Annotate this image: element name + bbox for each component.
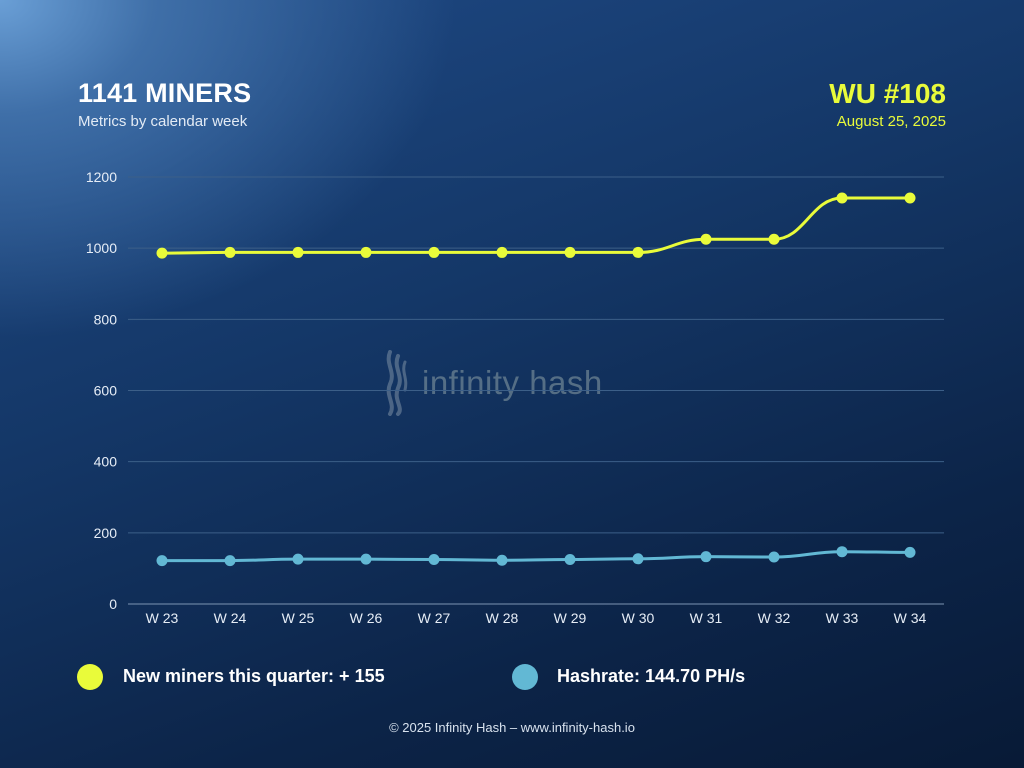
data-point-hashrate (632, 553, 644, 565)
legend-hashrate-dot (512, 664, 538, 690)
data-point-hashrate (428, 554, 440, 566)
x-tick-label: W 28 (486, 610, 519, 626)
data-point-miners (632, 246, 644, 258)
y-tick-label: 0 (109, 596, 117, 612)
data-point-hashrate (904, 546, 916, 558)
x-tick-label: W 32 (758, 610, 791, 626)
data-point-miners (700, 233, 712, 245)
data-point-miners (156, 247, 168, 259)
data-point-hashrate (496, 554, 508, 566)
x-tick-label: W 26 (350, 610, 383, 626)
x-tick-label: W 25 (282, 610, 315, 626)
watermark: infinity hash (384, 350, 603, 416)
legend-miners-label: New miners this quarter: + 155 (123, 666, 385, 686)
x-tick-label: W 33 (826, 610, 859, 626)
x-tick-label: W 29 (554, 610, 587, 626)
data-point-miners (360, 246, 372, 258)
series-line-hashrate (162, 550, 911, 563)
data-point-miners (496, 246, 508, 258)
data-point-hashrate (768, 551, 780, 563)
data-point-miners (428, 246, 440, 258)
data-point-miners (768, 233, 780, 245)
data-point-hashrate (292, 553, 304, 565)
data-point-miners (224, 246, 236, 258)
data-point-hashrate (836, 546, 848, 558)
x-tick-label: W 24 (214, 610, 247, 626)
data-point-hashrate (156, 555, 168, 567)
report-date: August 25, 2025 (836, 113, 946, 130)
chart-subtitle: Metrics by calendar week (78, 113, 248, 130)
y-tick-label: 1000 (86, 240, 117, 256)
infinity-hash-logo-icon (386, 350, 408, 416)
x-tick-label: W 31 (690, 610, 723, 626)
series-line-miners (161, 196, 910, 255)
y-tick-label: 400 (94, 454, 118, 470)
data-point-hashrate (564, 554, 576, 566)
y-tick-label: 1200 (86, 169, 117, 185)
data-point-miners (292, 246, 304, 258)
legend-miners-dot (77, 664, 103, 690)
x-tick-label: W 23 (146, 610, 179, 626)
data-point-hashrate (360, 553, 372, 565)
data-point-miners (836, 192, 848, 204)
data-point-miners (904, 192, 916, 204)
x-tick-label: W 27 (418, 610, 451, 626)
data-point-miners (564, 246, 576, 258)
data-point-hashrate (700, 551, 712, 563)
watermark-text: infinity hash (422, 364, 603, 401)
x-tick-label: W 34 (894, 610, 927, 626)
chart-title: 1141 MINERS (78, 78, 252, 108)
wu-number: WU #108 (829, 78, 946, 109)
y-tick-label: 600 (94, 383, 118, 399)
footer: © 2025 Infinity Hash – www.infinity-hash… (389, 720, 635, 735)
y-tick-label: 200 (94, 525, 118, 541)
y-tick-label: 800 (94, 311, 118, 327)
legend-hashrate-label: Hashrate: 144.70 PH/s (557, 666, 746, 686)
x-tick-label: W 30 (622, 610, 655, 626)
data-point-hashrate (224, 555, 236, 567)
